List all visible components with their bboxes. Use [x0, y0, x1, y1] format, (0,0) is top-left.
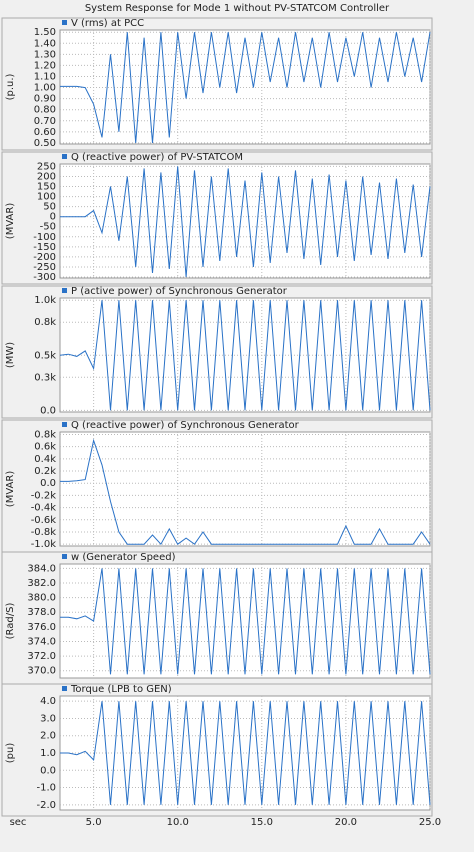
- y-tick-label: 384.0: [27, 563, 56, 574]
- x-axis-label: sec: [10, 817, 27, 828]
- legend-swatch: [62, 20, 67, 25]
- y-axis-label: (MW): [5, 342, 16, 368]
- y-tick-label: 1.50: [34, 27, 56, 38]
- legend-label: Torque (LPB to GEN): [70, 684, 172, 695]
- series-line: [60, 32, 431, 143]
- y-tick-label: -250: [33, 262, 56, 273]
- y-tick-label: 0.90: [34, 94, 56, 105]
- y-tick-label: 1.00: [34, 83, 56, 94]
- series-line: [60, 568, 431, 675]
- y-tick-label: 1.20: [34, 60, 56, 71]
- legend-label: Q (reactive power) of Synchronous Genera…: [71, 420, 300, 431]
- y-tick-label: 0.80: [34, 105, 56, 116]
- legend-swatch: [62, 288, 67, 293]
- y-tick-label: 0.2k: [34, 466, 56, 477]
- y-tick-label: 0.50: [34, 138, 56, 149]
- y-tick-label: 250: [37, 161, 56, 172]
- y-tick-label: -1.0: [36, 783, 56, 794]
- y-tick-label: 378.0: [27, 607, 56, 618]
- y-tick-label: 382.0: [27, 578, 56, 589]
- y-tick-label: -50: [40, 222, 56, 233]
- y-tick-label: 0.70: [34, 116, 56, 127]
- y-tick-label: -0.2k: [31, 490, 57, 501]
- x-tick-label: 10.0: [167, 817, 189, 828]
- plot-area: [59, 431, 431, 547]
- y-axis-label: (pu): [5, 743, 16, 764]
- y-tick-label: 1.0k: [34, 295, 56, 306]
- plot-area: [59, 297, 431, 413]
- plot-area: [59, 563, 431, 679]
- y-tick-label: -0.4k: [31, 503, 57, 514]
- y-tick-label: 0.60: [34, 127, 56, 138]
- series-line: [59, 300, 431, 411]
- y-tick-label: 0.5k: [34, 350, 56, 361]
- legend-label: V (rms) at PCC: [71, 18, 144, 29]
- y-tick-label: 0.8k: [34, 317, 56, 328]
- y-axis-label: (MVAR): [5, 471, 16, 508]
- y-tick-label: 1.30: [34, 49, 56, 60]
- y-tick-label: -300: [33, 272, 56, 283]
- y-tick-label: -0.8k: [31, 527, 57, 538]
- y-tick-label: -150: [33, 242, 56, 253]
- y-tick-label: 1.10: [34, 71, 56, 82]
- page-title: System Response for Mode 1 without PV-ST…: [85, 3, 390, 14]
- y-tick-label: 150: [37, 182, 56, 193]
- legend-label: w (Generator Speed): [71, 552, 176, 563]
- y-tick-label: 374.0: [27, 636, 56, 647]
- plot-area: [59, 695, 431, 811]
- y-tick-label: 200: [37, 171, 56, 182]
- legend-label: P (active power) of Synchronous Generato…: [71, 286, 288, 297]
- y-tick-label: 380.0: [27, 593, 56, 604]
- y-tick-label: -2.0: [36, 800, 56, 811]
- y-tick-label: 0: [50, 212, 56, 223]
- x-tick-label: 15.0: [251, 817, 273, 828]
- x-tick-label: 25.0: [419, 817, 441, 828]
- y-tick-label: 0.4k: [34, 454, 56, 465]
- y-axis-label: (p.u.): [5, 73, 16, 100]
- y-tick-label: 376.0: [27, 622, 56, 633]
- y-tick-label: 3.0: [40, 713, 56, 724]
- y-tick-label: -100: [33, 232, 56, 243]
- plot-area: [59, 29, 431, 145]
- y-tick-label: 372.0: [27, 651, 56, 662]
- y-axis-label: (MVAR): [5, 203, 16, 240]
- x-tick-label: 20.0: [335, 817, 357, 828]
- series-line: [60, 166, 431, 278]
- y-axis-label: (Rad/S): [5, 603, 16, 640]
- y-tick-label: 370.0: [27, 666, 56, 677]
- y-tick-label: 0.8k: [34, 429, 56, 440]
- y-tick-label: -1.0k: [31, 539, 57, 550]
- y-tick-label: 0.0: [40, 478, 56, 489]
- legend-label: Q (reactive power) of PV-STATCOM: [71, 152, 243, 163]
- y-tick-label: 0.0: [40, 405, 56, 416]
- y-tick-label: 0.0: [40, 765, 56, 776]
- series-line: [60, 438, 431, 546]
- y-tick-label: -0.6k: [31, 515, 57, 526]
- y-tick-label: 1.0: [40, 748, 56, 759]
- y-tick-label: -200: [33, 252, 56, 263]
- y-tick-label: 0.3k: [34, 372, 56, 383]
- legend-swatch: [62, 554, 67, 559]
- y-tick-label: 0.6k: [34, 442, 56, 453]
- legend-swatch: [62, 422, 67, 427]
- y-tick-label: 50: [43, 202, 56, 213]
- series-line: [60, 701, 431, 805]
- y-tick-label: 1.40: [34, 38, 56, 49]
- y-tick-label: 100: [37, 192, 56, 203]
- y-tick-label: 4.0: [40, 696, 56, 707]
- legend-swatch: [62, 154, 67, 159]
- y-tick-label: 2.0: [40, 731, 56, 742]
- x-tick-label: 5.0: [86, 817, 102, 828]
- legend-swatch: [62, 686, 67, 691]
